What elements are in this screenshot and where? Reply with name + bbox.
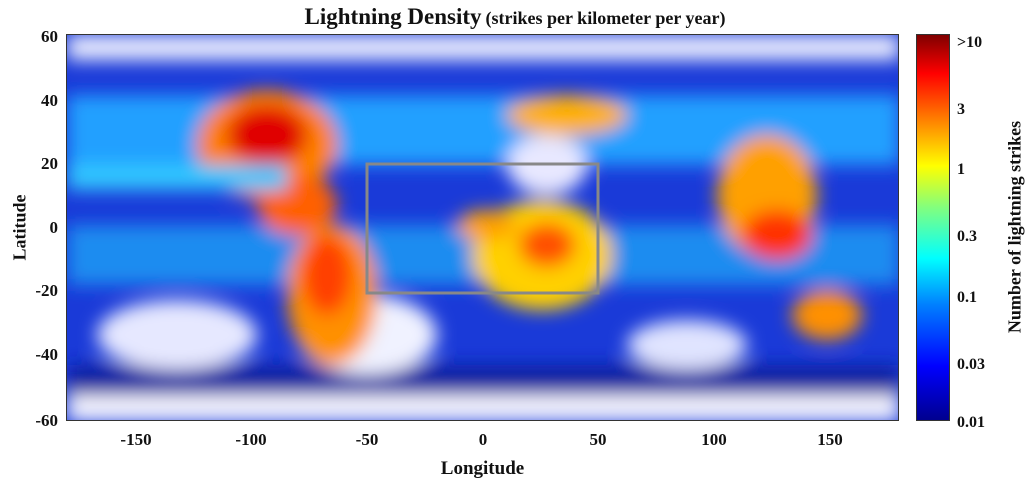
ytick-60: 60 [41,27,58,46]
colorbar-tick-0.01: 0.01 [957,414,985,431]
ytick-neg60: -60 [35,411,58,430]
title-subtitle: (strikes per kilometer per year) [485,8,726,28]
ytick-40: 40 [41,91,58,110]
xtick-neg50: -50 [355,430,379,449]
colorbar-tick-10: >10 [957,34,983,51]
lightning-density-map [67,35,898,420]
colorbar-tick-0.03: 0.03 [957,356,985,373]
ytick-20: 20 [41,154,58,173]
colorbar [916,34,950,421]
xtick-neg100: -100 [235,430,267,449]
colorbar-tick-0.3: 0.3 [957,228,977,245]
ytick-neg40: -40 [35,345,58,364]
x-axis-label: Longitude [440,458,525,479]
colorbar-label: Number of lightning strikes [1004,120,1025,334]
y-axis-label: Latitude [9,194,30,261]
highlight-box [365,162,600,295]
title-main: Lightning Density [304,4,482,29]
xtick-100: 100 [701,430,727,449]
xtick-50: 50 [589,430,607,449]
colorbar-tick-3: 3 [957,101,965,118]
ytick-neg20: -20 [35,281,58,300]
colorbar-tick-1: 1 [957,161,965,178]
xtick-150: 150 [817,430,843,449]
xtick-neg150: -150 [120,430,152,449]
xtick-0: 0 [478,430,488,449]
ytick-0: 0 [49,218,59,237]
colorbar-tick-0.1: 0.1 [957,289,977,306]
chart-title: Lightning Density (strikes per kilometer… [0,4,1030,30]
map-plot-area [66,34,899,421]
